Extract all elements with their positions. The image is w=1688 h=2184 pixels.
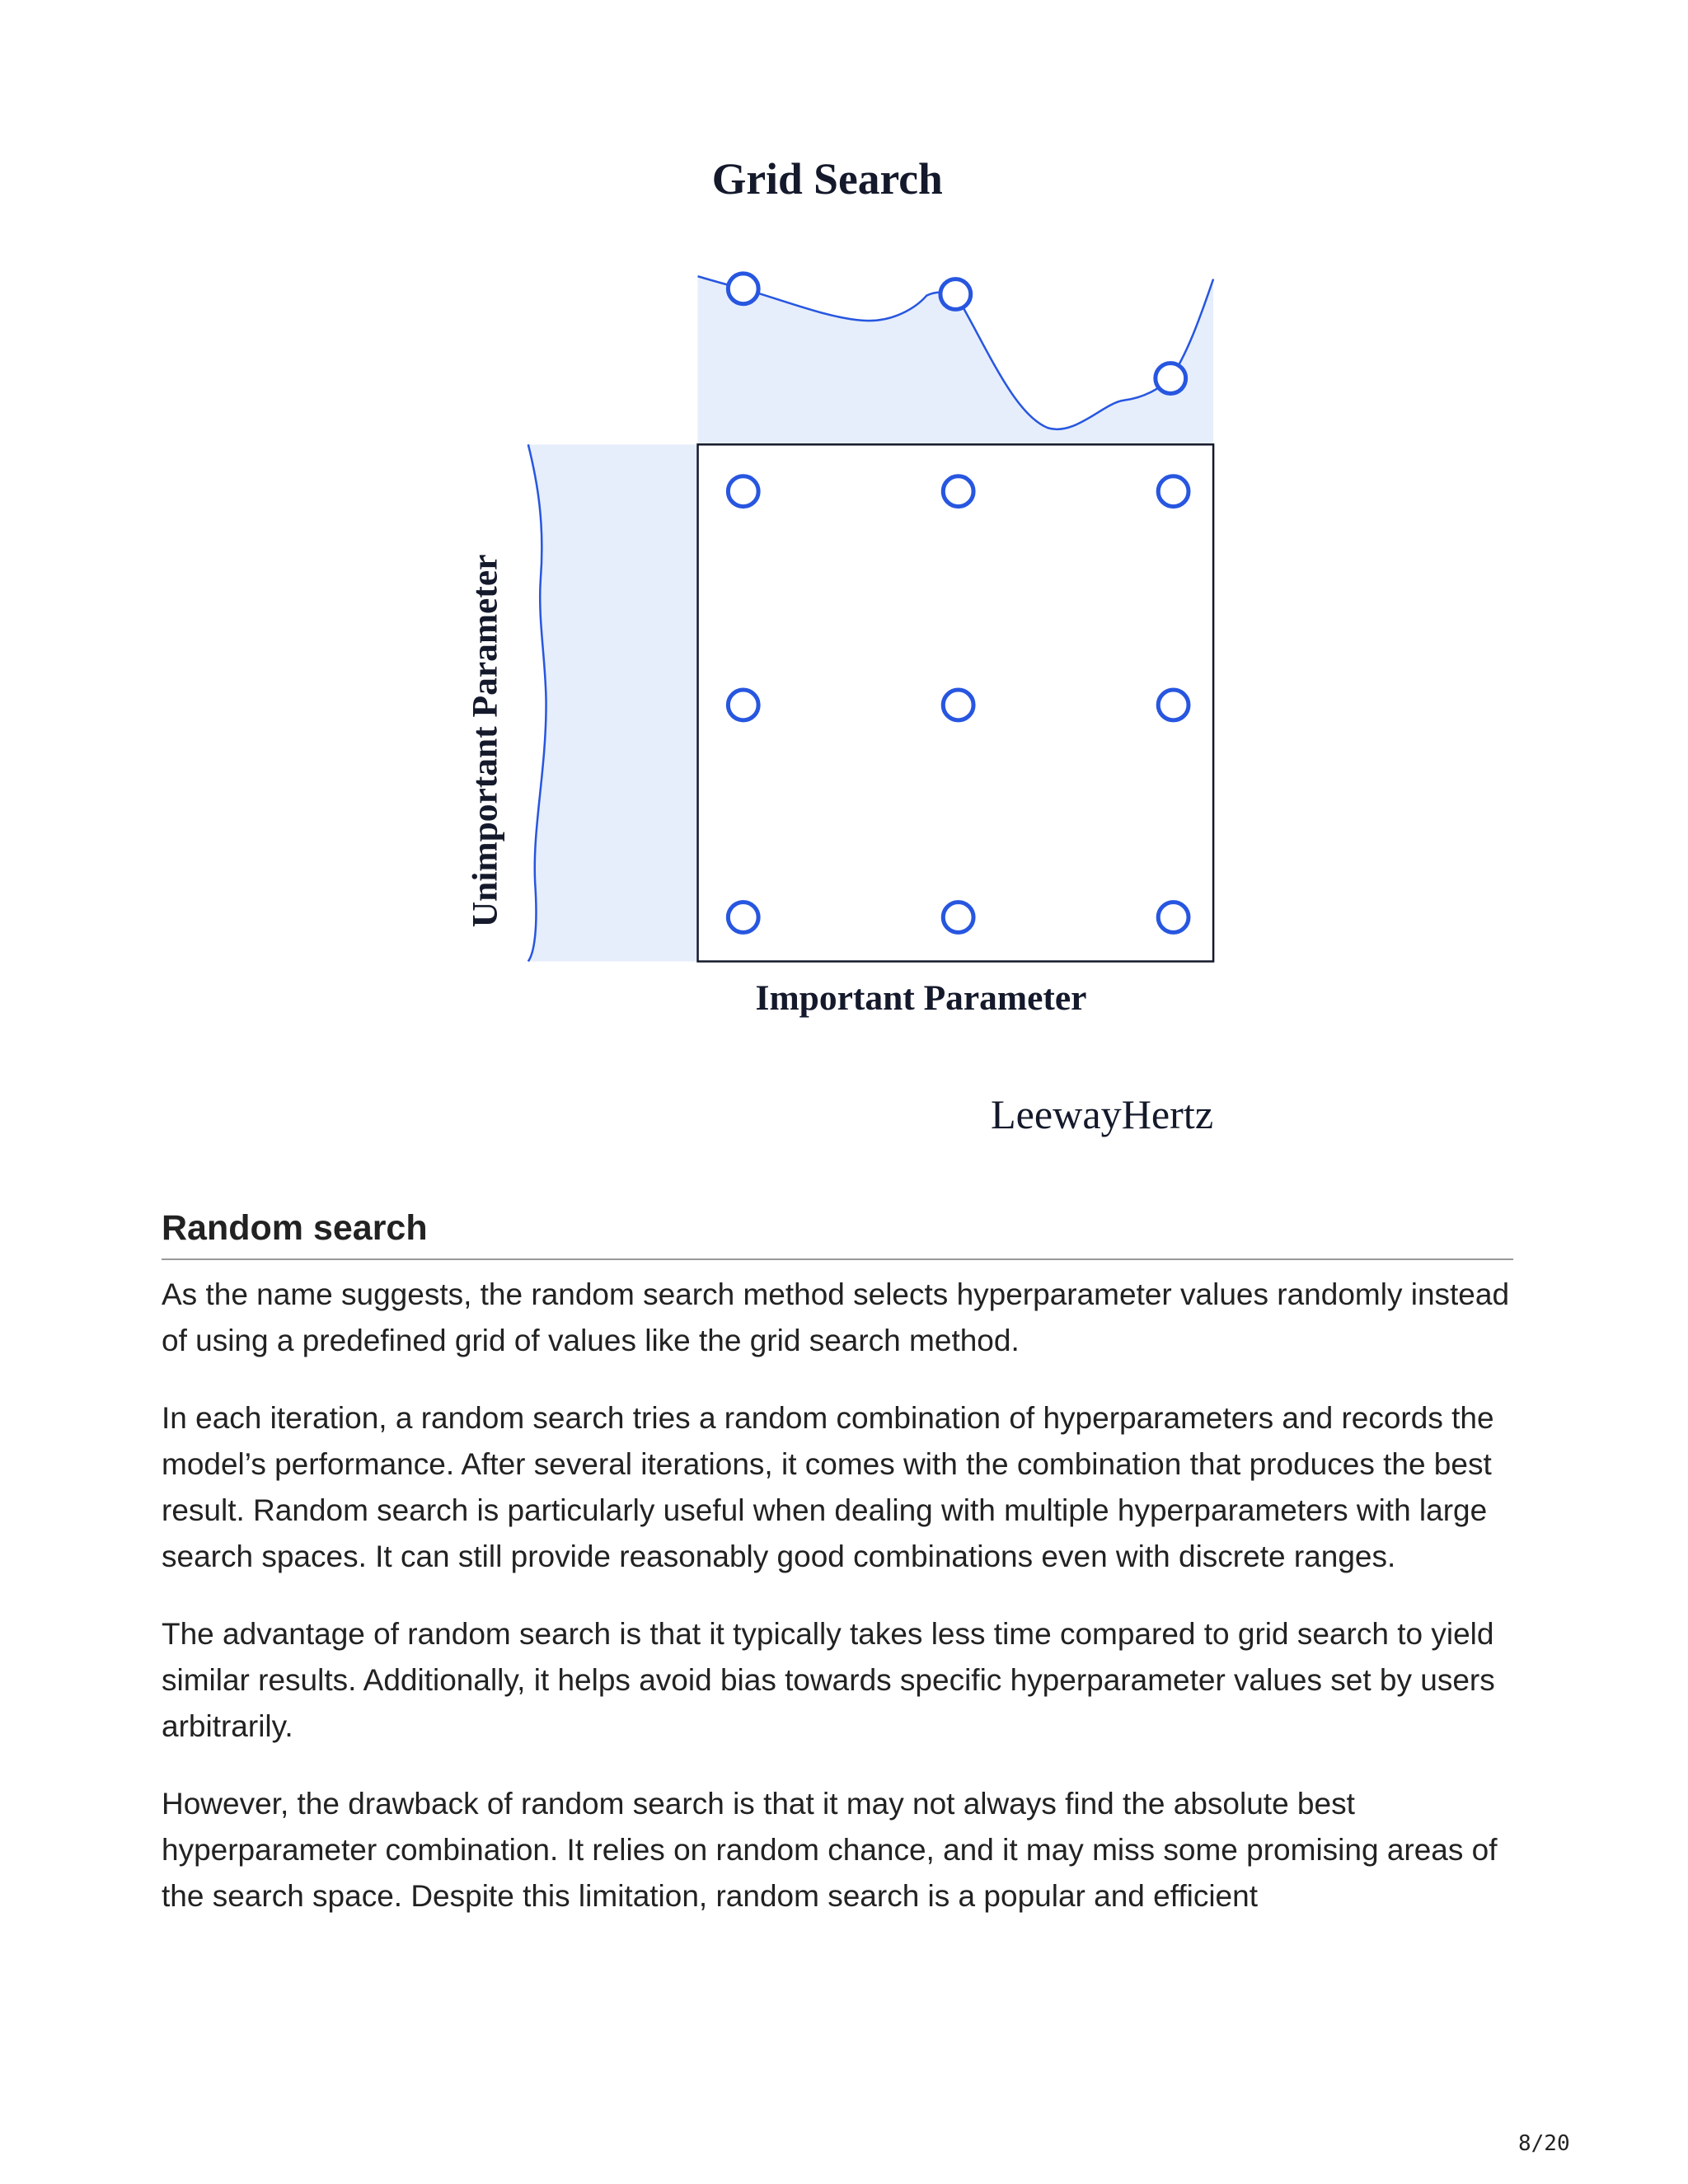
sample-points bbox=[725, 271, 1191, 935]
paragraph: However, the drawback of random search i… bbox=[162, 1787, 1498, 1913]
paragraph: The advantage of random search is that i… bbox=[162, 1617, 1495, 1743]
grid-point bbox=[725, 687, 761, 723]
projected-point bbox=[725, 271, 761, 307]
section-heading: Random search bbox=[162, 1208, 1513, 1260]
grid-point bbox=[1156, 474, 1191, 509]
grid-point bbox=[940, 474, 976, 509]
x-axis-label: Important Parameter bbox=[756, 978, 1087, 1018]
brand: LeewayHertz bbox=[991, 1091, 1213, 1137]
grid-point bbox=[1156, 687, 1191, 723]
grid-point bbox=[725, 900, 761, 935]
page-number: 8/20 bbox=[1518, 2131, 1570, 2156]
projected-point bbox=[938, 277, 973, 312]
grid-point bbox=[725, 474, 761, 509]
article-section: Random search As the name suggests, the … bbox=[162, 1208, 1513, 1951]
left-curve bbox=[527, 444, 547, 963]
paragraph: In each iteration, a random search tries… bbox=[162, 1401, 1494, 1573]
grid-search-figure: Grid Search Unimportant Parameter Import… bbox=[465, 154, 1215, 1137]
grid-point bbox=[1156, 900, 1191, 935]
grid-point bbox=[940, 900, 976, 935]
left-distribution bbox=[528, 444, 698, 962]
paragraph: As the name suggests, the random search … bbox=[162, 1277, 1510, 1357]
projected-point bbox=[1153, 361, 1189, 396]
y-axis-label: Unimportant Parameter bbox=[465, 555, 504, 928]
figure-title: Grid Search bbox=[712, 154, 943, 204]
grid-point bbox=[940, 687, 976, 723]
top-distribution bbox=[697, 276, 1214, 445]
